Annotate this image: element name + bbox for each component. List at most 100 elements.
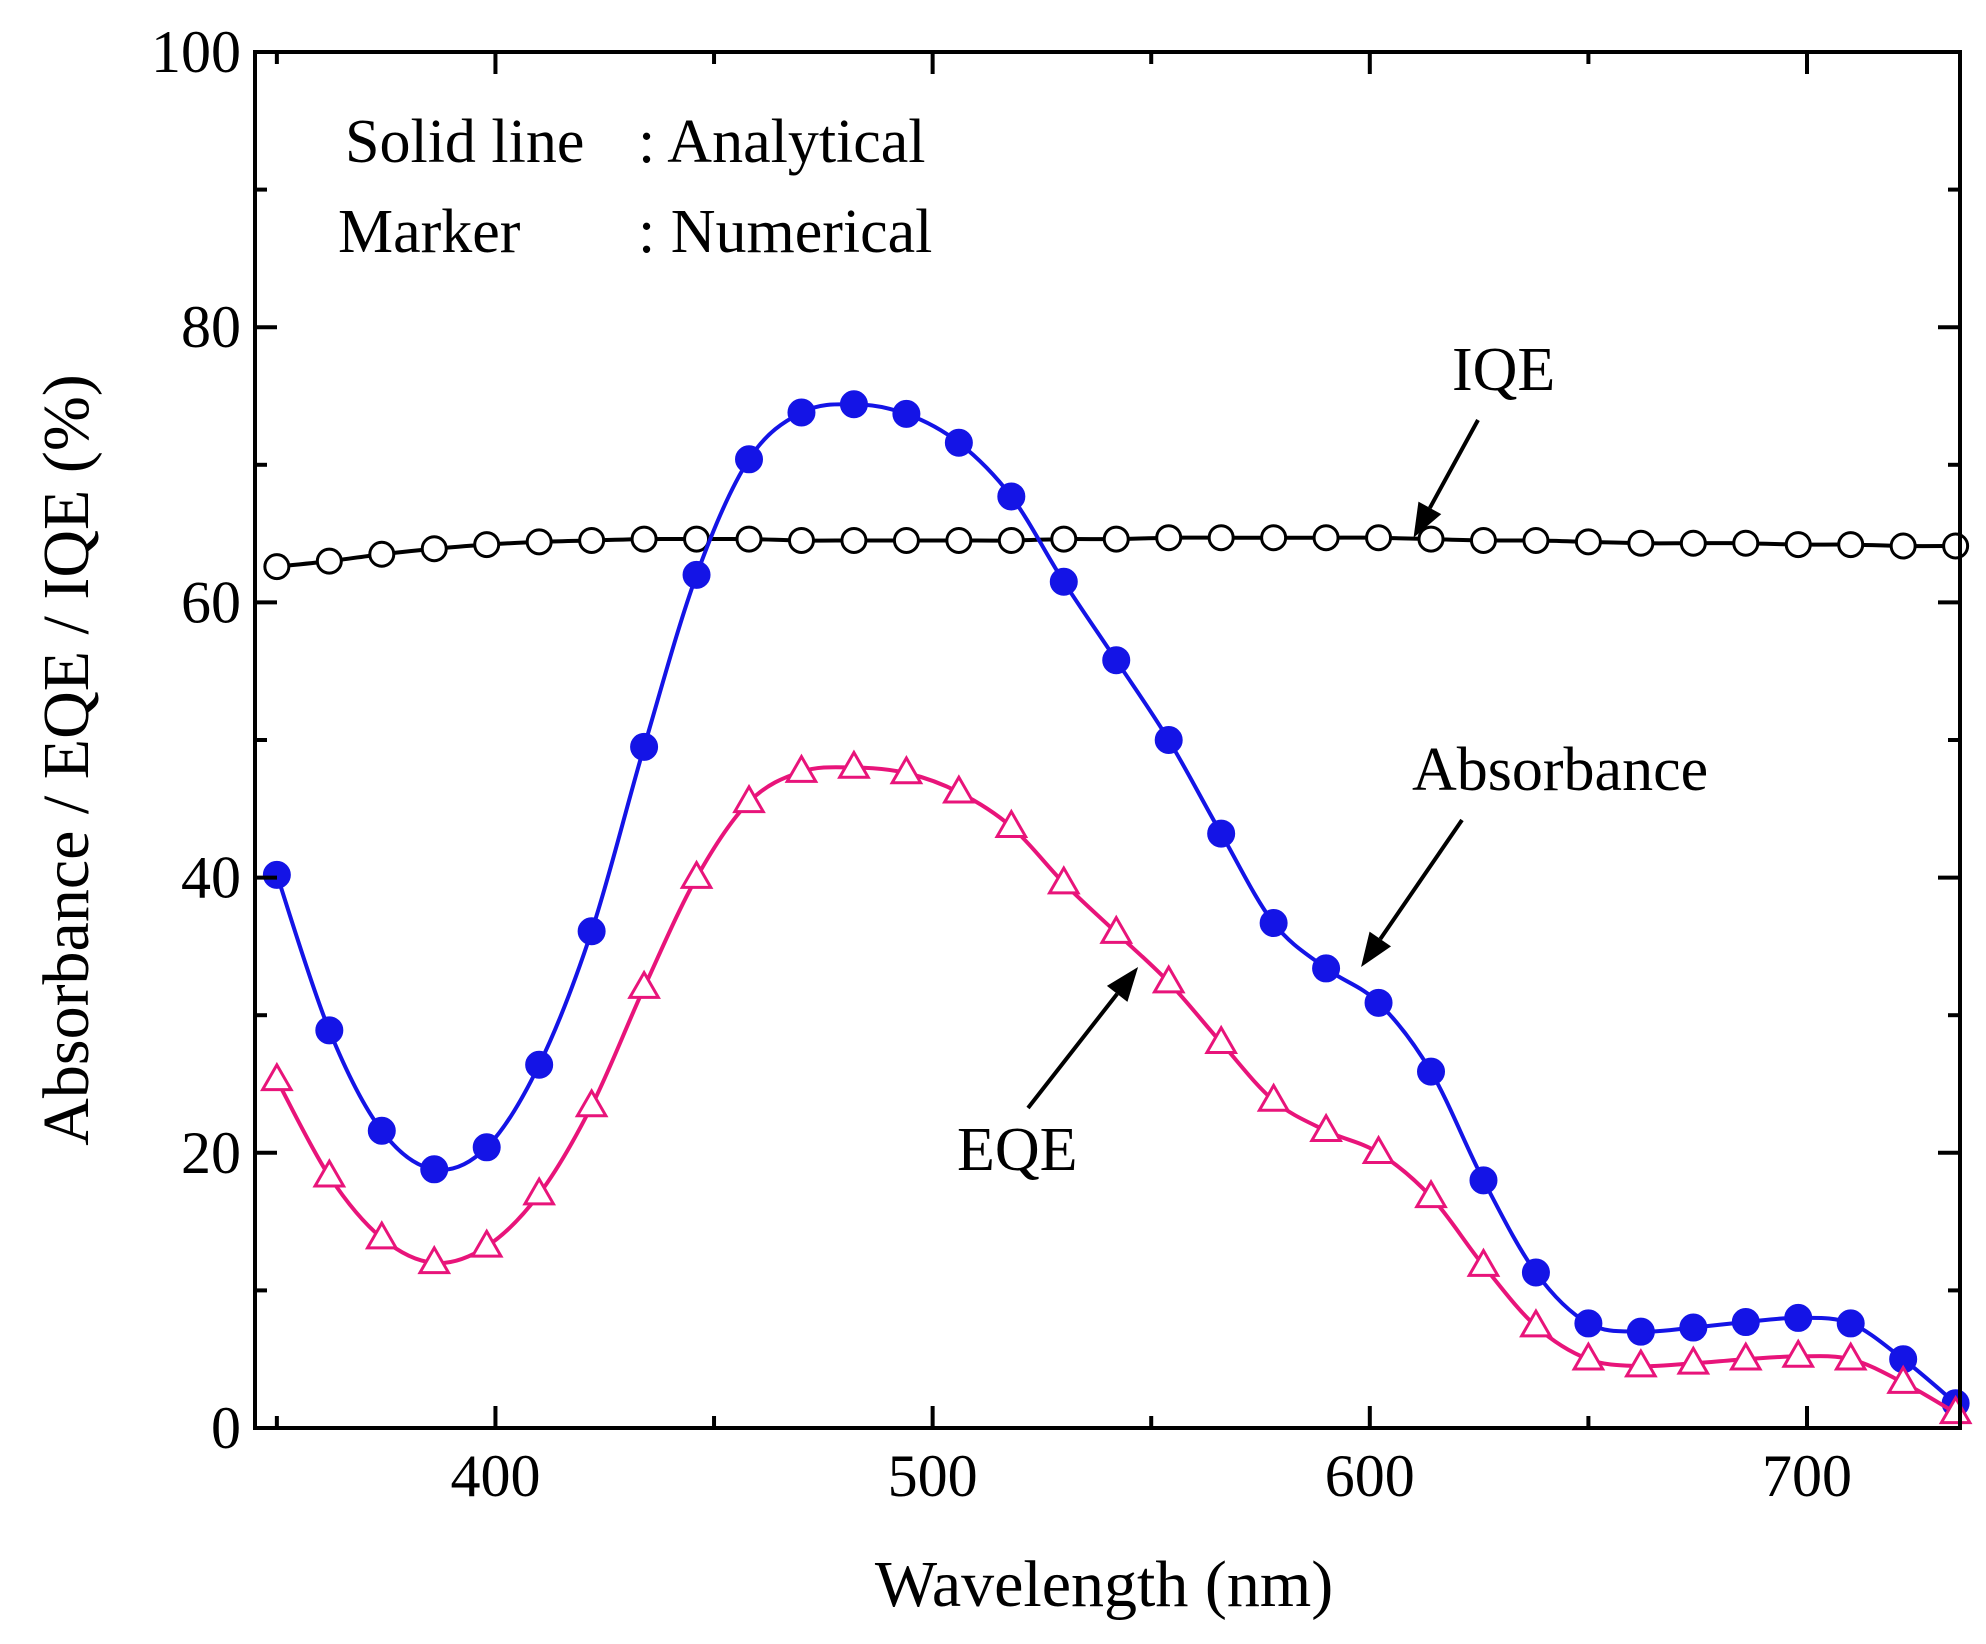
marker-iqe-734	[1942, 532, 1970, 560]
marker-iqe-350	[263, 553, 291, 581]
marker-eqe-434	[627, 969, 661, 999]
marker-absorbance-482	[839, 390, 868, 419]
marker-eqe-710	[1833, 1341, 1868, 1371]
marker-absorbance-422	[577, 917, 606, 946]
y-tick-label-80: 80	[181, 294, 241, 360]
marker-absorbance-542	[1102, 646, 1131, 675]
x-tick-label-400: 400	[450, 1443, 540, 1509]
annotation-arrow-eqe	[1026, 992, 1119, 1110]
marker-eqe-410	[522, 1176, 557, 1206]
marker-absorbance-458	[735, 445, 764, 474]
annotation-arrowhead-eqe	[1106, 967, 1139, 1002]
marker-absorbance-698	[1784, 1303, 1813, 1332]
annotation-eqe-label: EQE	[957, 1116, 1078, 1184]
legend-note-line1-left: Solid line	[345, 108, 584, 176]
marker-iqe-578	[1260, 524, 1288, 552]
marker-absorbance-446	[682, 560, 711, 589]
marker-eqe-386	[417, 1244, 452, 1275]
marker-absorbance-506	[944, 428, 973, 457]
marker-eqe-578	[1256, 1082, 1291, 1112]
annotation-arrow-iqe	[1428, 419, 1480, 509]
marker-absorbance-686	[1731, 1308, 1760, 1337]
y-tick-label-0: 0	[211, 1395, 241, 1461]
x-tick-label-600: 600	[1325, 1443, 1415, 1509]
marker-absorbance-362	[315, 1016, 344, 1045]
marker-iqe-470	[787, 526, 815, 554]
marker-iqe-542	[1102, 525, 1130, 553]
marker-eqe-614	[1414, 1178, 1448, 1209]
marker-eqe-446	[679, 859, 714, 889]
marker-absorbance-470	[787, 398, 816, 427]
marker-iqe-458	[735, 525, 763, 553]
marker-absorbance-674	[1679, 1313, 1708, 1342]
marker-iqe-518	[997, 526, 1025, 554]
legend-note-line2-right: : Numerical	[638, 198, 932, 266]
marker-iqe-686	[1732, 529, 1760, 557]
marker-eqe-734	[1938, 1394, 1973, 1425]
marker-absorbance-410	[525, 1050, 554, 1079]
marker-absorbance-710	[1836, 1309, 1865, 1338]
marker-iqe-602	[1365, 524, 1393, 552]
marker-eqe-506	[942, 774, 976, 804]
marker-eqe-686	[1728, 1341, 1763, 1371]
marker-eqe-470	[784, 753, 819, 783]
marker-absorbance-386	[420, 1155, 449, 1184]
marker-iqe-650	[1574, 528, 1602, 556]
marker-iqe-710	[1837, 531, 1865, 559]
marker-absorbance-662	[1626, 1317, 1655, 1346]
annotation-arrow-absorbance	[1378, 818, 1464, 941]
marker-eqe-458	[732, 783, 766, 814]
x-tick-label-500: 500	[888, 1443, 978, 1509]
marker-iqe-662	[1627, 529, 1655, 557]
marker-absorbance-614	[1417, 1057, 1446, 1086]
marker-iqe-614	[1417, 525, 1445, 553]
marker-absorbance-566	[1207, 819, 1236, 848]
legend-note-line2-left: Marker	[338, 198, 521, 266]
marker-iqe-530	[1050, 525, 1078, 553]
marker-eqe-602	[1361, 1134, 1396, 1165]
y-tick-label-100: 100	[151, 19, 241, 85]
marker-absorbance-554	[1154, 726, 1183, 754]
marker-absorbance-374	[367, 1116, 396, 1145]
marker-eqe-698	[1781, 1338, 1816, 1368]
x-tick-label-700: 700	[1762, 1443, 1852, 1509]
marker-iqe-590	[1312, 524, 1340, 552]
marker-absorbance-398	[472, 1133, 501, 1162]
marker-eqe-374	[364, 1220, 399, 1250]
legend-note-line1-right: : Analytical	[638, 108, 926, 176]
marker-eqe-626	[1466, 1247, 1501, 1277]
marker-iqe-386	[420, 535, 448, 563]
marker-absorbance-350	[262, 860, 291, 889]
marker-eqe-566	[1204, 1024, 1239, 1054]
text-layer: Solid line : Analytical Marker : Numeric…	[30, 108, 1708, 1621]
marker-iqe-626	[1469, 526, 1497, 554]
marker-iqe-398	[473, 531, 501, 559]
annotation-absorbance-label: Absorbance	[1412, 736, 1708, 804]
marker-iqe-674	[1679, 529, 1707, 557]
marker-iqe-722	[1889, 532, 1917, 560]
marker-iqe-554	[1155, 524, 1183, 552]
marker-eqe-674	[1676, 1345, 1711, 1375]
y-tick-label-60: 60	[181, 569, 241, 635]
series-layer	[260, 390, 1973, 1425]
marker-eqe-722	[1886, 1364, 1921, 1394]
marker-eqe-542	[1099, 914, 1134, 944]
x-axis-title: Wavelength (nm)	[875, 1548, 1333, 1621]
marker-eqe-530	[1046, 865, 1081, 895]
marker-iqe-410	[525, 528, 553, 556]
series-line-eqe	[275, 765, 1957, 1415]
marker-iqe-434	[630, 525, 658, 553]
marker-eqe-422	[574, 1088, 609, 1118]
marker-eqe-482	[837, 749, 871, 779]
marker-eqe-638	[1519, 1308, 1553, 1338]
marker-eqe-662	[1624, 1348, 1658, 1378]
marker-iqe-374	[368, 540, 396, 568]
marker-absorbance-518	[997, 482, 1026, 511]
annotation-arrowhead-absorbance	[1361, 931, 1392, 968]
marker-iqe-698	[1784, 531, 1812, 559]
marker-absorbance-638	[1521, 1258, 1550, 1287]
marker-iqe-482	[840, 526, 868, 554]
marker-eqe-398	[469, 1228, 504, 1258]
marker-absorbance-602	[1364, 988, 1393, 1017]
annotation-iqe-label: IQE	[1452, 336, 1555, 404]
